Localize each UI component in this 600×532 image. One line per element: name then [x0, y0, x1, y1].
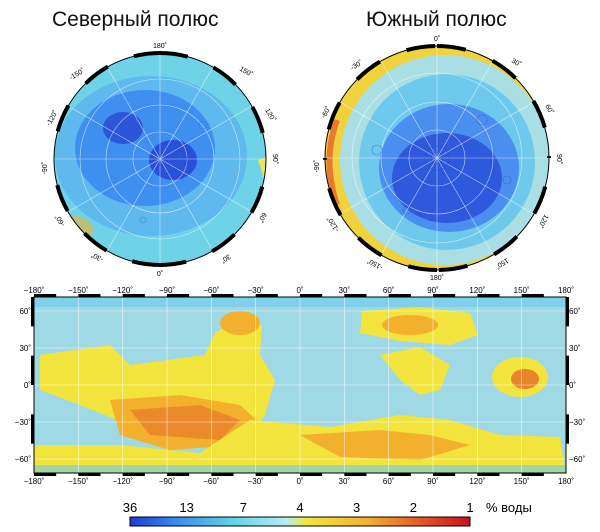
south-right-label: 60˚ [543, 103, 555, 116]
south-top-label: 0˚ [434, 35, 440, 43]
lat-label-right: −60˚ [569, 455, 586, 464]
south-pole-title: Южный полюс [366, 8, 507, 31]
legend-unit: % воды [486, 500, 532, 515]
south-pole-map: 0˚ 180˚ -30˚ -60˚ -90˚ -120˚ -150˚ 30˚ 6… [307, 30, 571, 284]
lon-label-top: 150˚ [514, 286, 530, 295]
lon-label-top: 180˚ [558, 286, 574, 295]
equirectangular-map: −180˚ −150˚ −120˚ −90˚ −60˚ −30˚ 0˚ 30˚ 60˚ 90˚ 12… [0, 285, 600, 495]
legend-colorbar [129, 516, 471, 527]
south-pole-disk [325, 46, 549, 270]
lon-label-bottom: 150˚ [514, 477, 530, 486]
legend-tick-label: 1 [466, 500, 473, 515]
legend-ticks: 36 13 7 4 3 2 1 [123, 500, 474, 515]
lat-label-left: 60˚ [19, 307, 31, 316]
lon-label-bottom: −150˚ [68, 477, 89, 486]
lon-label-top: −120˚ [112, 286, 133, 295]
lat-label-left: −30˚ [15, 418, 32, 427]
lon-label-top: 60˚ [383, 286, 395, 295]
lon-label-bottom: −180˚ [24, 477, 45, 486]
lon-label-top: 0˚ [296, 286, 303, 295]
legend-tick-label: 13 [179, 500, 193, 515]
lon-label-top: −90˚ [159, 286, 176, 295]
south-left-label: -30˚ [349, 59, 364, 72]
south-left-label: -120˚ [326, 215, 341, 233]
legend-tick-label: 36 [123, 500, 137, 515]
lat-label-right: −30˚ [569, 418, 586, 427]
north-right-label: 120˚ [263, 107, 277, 123]
north-left-label: -90˚ [41, 162, 49, 174]
south-right-label: 150˚ [494, 256, 510, 270]
lon-label-bottom: 0˚ [296, 477, 303, 486]
south-left-label: -90˚ [313, 160, 321, 172]
lon-label-bottom: −90˚ [159, 477, 176, 486]
north-right-label: 60˚ [256, 211, 268, 224]
lon-label-bottom: −30˚ [248, 477, 265, 486]
legend: 36 13 7 4 3 2 1 % воды [0, 496, 600, 527]
lon-label-bottom: 60˚ [383, 477, 395, 486]
lon-label-bottom: −60˚ [203, 477, 220, 486]
north-left-label: -120˚ [45, 109, 60, 127]
lon-label-bottom: 180˚ [558, 477, 574, 486]
north-right-label: 150˚ [238, 65, 254, 79]
lat-label-right: 0˚ [569, 381, 576, 390]
lat-label-right: 60˚ [569, 307, 581, 316]
north-pole-disk [54, 53, 266, 265]
lon-label-top: −30˚ [248, 286, 265, 295]
lon-label-top: −180˚ [24, 286, 45, 295]
north-left-label: -60˚ [54, 213, 67, 228]
north-pole-title: Северный полюс [52, 8, 219, 31]
map-surface [34, 297, 566, 473]
north-left-label: -150˚ [68, 67, 86, 82]
lat-labels-right: 60˚ 30˚ 0˚ −30˚ −60˚ [569, 307, 586, 464]
lon-label-top: −60˚ [203, 286, 220, 295]
lon-label-top: 120˚ [469, 286, 485, 295]
lat-label-left: −60˚ [15, 455, 32, 464]
lon-label-bottom: −120˚ [112, 477, 133, 486]
map-frame [31, 294, 569, 476]
north-bottom-label: 0˚ [157, 270, 163, 278]
lon-label-bottom: 30˚ [339, 477, 351, 486]
lon-label-bottom: 120˚ [469, 477, 485, 486]
lat-label-left: 0˚ [24, 381, 31, 390]
south-left-label: -150˚ [366, 256, 384, 271]
lon-label-top: 90˚ [427, 286, 439, 295]
lat-label-left: 30˚ [19, 344, 31, 353]
lon-labels-bottom: −180˚ −150˚ −120˚ −90˚ −60˚ −30˚ 0˚ 30˚ 60˚ 90˚ 12… [24, 477, 575, 486]
legend-tick-label: 4 [296, 500, 303, 515]
north-left-label: -30˚ [90, 250, 105, 263]
north-top-label: 180˚ [153, 42, 167, 50]
legend-tick-label: 7 [240, 500, 247, 515]
north-right-label: 30˚ [219, 252, 232, 264]
legend-tick-label: 3 [353, 500, 360, 515]
north-pole-map: 180˚ 0˚ -150˚ -120˚ -90˚ -60˚ -30˚ 150˚ … [33, 30, 287, 284]
legend-tick-label: 2 [410, 500, 417, 515]
lat-label-right: 30˚ [569, 344, 581, 353]
south-bottom-label: 180˚ [430, 274, 444, 282]
lon-label-top: −150˚ [68, 286, 89, 295]
lon-label-top: 30˚ [339, 286, 351, 295]
lon-label-bottom: 90˚ [427, 477, 439, 486]
north-right-label: 90˚ [271, 154, 279, 164]
south-right-label: 90˚ [555, 154, 563, 164]
south-right-label: 120˚ [536, 213, 550, 229]
south-right-label: 30˚ [510, 57, 523, 69]
lat-labels-left: 60˚ 30˚ 0˚ −30˚ −60˚ [15, 307, 32, 464]
lon-labels-top: −180˚ −150˚ −120˚ −90˚ −60˚ −30˚ 0˚ 30˚ 60˚ 90˚ 12… [24, 286, 575, 295]
